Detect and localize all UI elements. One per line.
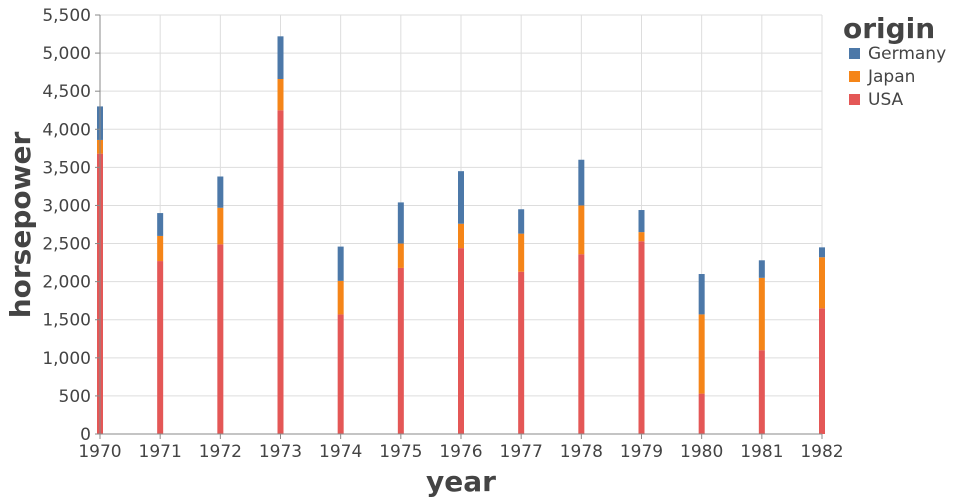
legend-swatch-usa	[849, 94, 860, 105]
x-tick-label: 1977	[500, 442, 543, 462]
bar-japan-1979	[638, 232, 645, 242]
bar-japan-1981	[758, 277, 765, 351]
y-axis-title: horsepower	[4, 132, 37, 319]
y-tick-label: 0	[80, 425, 91, 445]
bar-usa-1973	[277, 110, 284, 435]
bar-germany-1976	[458, 171, 464, 224]
bar-japan-1971	[157, 235, 164, 262]
x-tick-label: 1974	[319, 442, 362, 462]
legend-swatch-japan	[849, 71, 860, 82]
bar-germany-1972	[217, 176, 224, 208]
y-tick-label: 2,000	[42, 273, 91, 293]
x-axis-title: year	[426, 465, 496, 498]
y-tick-label: 4,000	[42, 120, 91, 140]
bar-germany-1977	[518, 209, 525, 234]
bar-usa-1978	[578, 254, 585, 434]
bar-germany-1982	[819, 247, 825, 258]
bar-germany-1973	[277, 36, 284, 79]
x-tick-label: 1971	[139, 442, 182, 462]
x-tick-label: 1976	[439, 442, 482, 462]
x-tick-label: 1970	[78, 442, 121, 462]
x-tick-label: 1975	[379, 442, 422, 462]
axes: 0 500 1,000 1,500 2,000 2,500 3,000 3,500 4,000 4…	[42, 6, 843, 462]
bar-germany-1974	[337, 246, 344, 281]
x-tick-label: 1978	[560, 442, 603, 462]
x-tick-label: 1982	[800, 442, 843, 462]
bar-usa-1971	[157, 261, 164, 434]
bar-usa-1980	[698, 393, 705, 434]
y-tick-label: 3,000	[42, 196, 91, 216]
bar-usa-1975	[397, 267, 404, 434]
bar-germany-1981	[758, 260, 765, 278]
bar-germany-1980	[698, 274, 705, 315]
y-tick-label: 1,500	[42, 311, 91, 331]
bar-usa-1977	[518, 271, 525, 434]
bar-usa-1979	[638, 241, 645, 434]
bar-japan-1980	[698, 314, 705, 394]
legend-label-usa: USA	[868, 90, 904, 110]
bar-japan-1976	[458, 223, 464, 249]
legend-label-germany: Germany	[868, 44, 946, 64]
bar-japan-1975	[397, 243, 404, 268]
x-tick-label: 1981	[740, 442, 783, 462]
bar-germany-1978	[578, 159, 585, 206]
legend: origin Germany Japan USA	[843, 12, 946, 110]
x-tick-label: 1979	[620, 442, 663, 462]
x-tick-label: 1980	[680, 442, 723, 462]
x-tick-label: 1972	[199, 442, 242, 462]
bar-japan-1974	[337, 280, 344, 315]
bar-japan-1972	[217, 207, 224, 245]
bar-japan-1982	[819, 257, 825, 309]
y-tick-label: 3,500	[42, 158, 91, 178]
bar-germany-1975	[397, 202, 404, 244]
bar-usa-1974	[337, 314, 344, 434]
y-tick-label: 1,000	[42, 349, 91, 369]
bar-usa-1981	[758, 350, 765, 434]
legend-title: origin	[843, 12, 935, 45]
legend-swatch-germany	[849, 48, 860, 59]
y-tick-label: 5,000	[42, 44, 91, 64]
bar-usa-1982	[819, 308, 825, 434]
y-tick-label: 4,500	[42, 82, 91, 102]
legend-label-japan: Japan	[867, 67, 915, 87]
bar-japan-1978	[578, 205, 585, 255]
bar-usa-1976	[458, 248, 464, 434]
bar-usa-1972	[217, 244, 224, 434]
y-tick-label: 500	[59, 387, 91, 407]
bar-japan-1973	[277, 78, 284, 111]
x-tick-label: 1973	[259, 442, 302, 462]
bar-germany-1971	[157, 213, 164, 236]
bar-japan-1977	[518, 233, 525, 272]
y-tick-label: 2,500	[42, 235, 91, 255]
bar-germany-1979	[638, 210, 645, 233]
y-tick-label: 5,500	[42, 6, 91, 26]
